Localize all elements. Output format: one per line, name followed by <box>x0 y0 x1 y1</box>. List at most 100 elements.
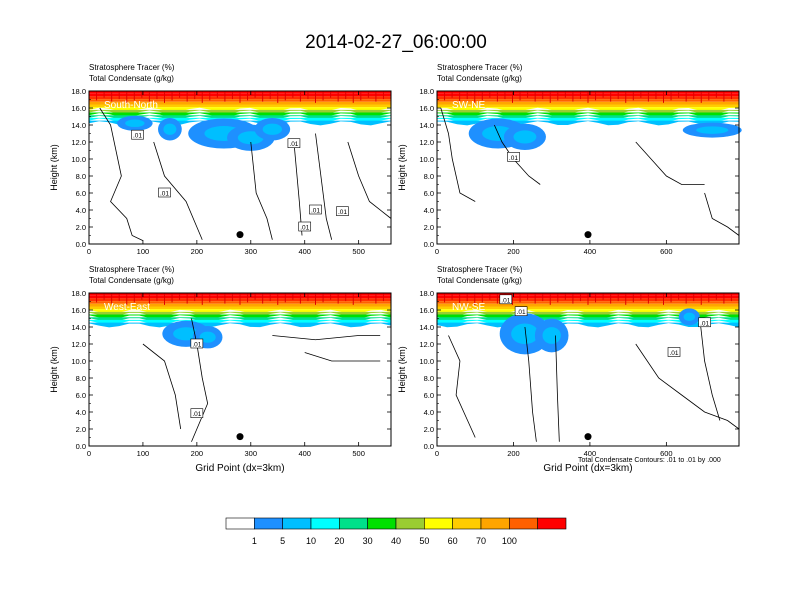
y-tick-label: 6.0 <box>76 189 86 198</box>
contour-label: .01 <box>669 350 678 357</box>
panel-title-line-1: Stratosphere Tracer (%) <box>437 265 523 274</box>
condensate-contour <box>440 107 476 202</box>
colorbar-segment <box>424 517 453 530</box>
colorbar-segment <box>452 517 482 530</box>
x-tick-label: 200 <box>191 247 204 256</box>
colorbar-label: 40 <box>391 536 401 546</box>
x-tick-label: 100 <box>137 247 150 256</box>
condensate-contour <box>315 133 333 240</box>
condensate-core <box>683 312 696 322</box>
colorbar-segment <box>254 517 283 530</box>
x-tick-label: 600 <box>660 449 673 458</box>
y-tick-label: 2.0 <box>424 425 434 434</box>
y-tick-label: 8.0 <box>424 172 434 181</box>
x-tick-label: 200 <box>191 449 204 458</box>
condensate-core <box>542 327 561 344</box>
condensate-core <box>173 327 200 341</box>
contour-label: .01 <box>338 209 347 216</box>
condensate-core <box>125 119 145 128</box>
colorbar-segment <box>480 517 510 530</box>
footer-note: Total Condensate Contours: .01 to .01 by… <box>578 457 721 464</box>
tracer-band <box>437 314 739 320</box>
y-axis-label: Height (km) <box>49 346 59 393</box>
y-tick-label: 0.0 <box>424 240 434 249</box>
location-marker <box>584 433 592 441</box>
tracer-band <box>89 322 391 328</box>
y-tick-label: 16.0 <box>419 104 434 113</box>
panel-title-line-2: Total Condensate (g/kg) <box>89 74 174 83</box>
y-tick-label: 12.0 <box>71 138 86 147</box>
colorbar-label: 20 <box>334 536 344 546</box>
contour-label-box <box>667 347 681 357</box>
y-tick-label: 12.0 <box>419 138 434 147</box>
y-tick-label: 6.0 <box>424 391 434 400</box>
contour-label: .01 <box>300 225 309 232</box>
y-tick-label: 18.0 <box>419 87 434 96</box>
condensate-core <box>696 126 729 134</box>
y-tick-label: 0.0 <box>76 240 86 249</box>
condensate-core <box>199 331 216 343</box>
contour-label-box <box>499 294 513 305</box>
panel-title-line-2: Total Condensate (g/kg) <box>89 276 174 285</box>
plot-area <box>437 91 739 244</box>
panel-name: South-North <box>104 100 158 111</box>
condensate-contour <box>347 141 392 219</box>
x-tick-label: 300 <box>245 247 258 256</box>
contour-label-box <box>287 138 301 148</box>
y-tick-label: 16.0 <box>71 306 86 315</box>
condensate-contour <box>704 192 740 236</box>
x-axis-label: Grid Point (dx=3km) <box>195 463 284 474</box>
colorbar-label: 10 <box>306 536 316 546</box>
contour-label: .01 <box>289 141 298 148</box>
contour-label: .01 <box>517 309 526 316</box>
contour-label: .01 <box>192 411 201 418</box>
colorbar-segment <box>395 517 425 530</box>
colorbar-label: 1 <box>252 536 257 546</box>
colorbar-label: 100 <box>502 536 517 546</box>
colorbar-segment <box>367 517 397 530</box>
main-title: 2014-02-27_06:00:00 <box>305 32 487 53</box>
contour-label: .01 <box>160 191 169 198</box>
contour-label: .01 <box>501 297 510 304</box>
panel-title-line-1: Stratosphere Tracer (%) <box>437 63 523 72</box>
y-tick-label: 8.0 <box>76 374 86 383</box>
panel-name: NW-SE <box>452 302 485 313</box>
tracer-band <box>89 104 391 108</box>
y-tick-label: 10.0 <box>419 357 434 366</box>
condensate-contour <box>153 141 203 240</box>
contour-label: .01 <box>311 208 320 215</box>
y-tick-label: 2.0 <box>424 223 434 232</box>
contour-label-box <box>158 187 171 198</box>
y-tick-label: 4.0 <box>76 206 86 215</box>
y-tick-label: 0.0 <box>424 442 434 451</box>
y-tick-label: 10.0 <box>419 155 434 164</box>
y-tick-label: 4.0 <box>424 206 434 215</box>
x-tick-label: 600 <box>660 247 673 256</box>
x-tick-label: 200 <box>507 449 520 458</box>
panel-west-east: .01 .01 0.0 2.0 4.0 6.0 8.0 10.0 12.0 14.0 16.0 18.… <box>49 265 392 474</box>
contour-label-box <box>698 317 711 328</box>
y-tick-label: 18.0 <box>71 87 86 96</box>
y-tick-label: 2.0 <box>76 223 86 232</box>
y-tick-label: 12.0 <box>419 340 434 349</box>
panel-title-line-2: Total Condensate (g/kg) <box>437 276 522 285</box>
y-tick-label: 16.0 <box>419 306 434 315</box>
contour-label-box <box>514 306 528 317</box>
y-axis-label: Height (km) <box>49 144 59 191</box>
x-axis-label: Grid Point (dx=3km) <box>543 463 632 474</box>
tracer-band <box>437 306 739 310</box>
condensate-contour <box>448 335 476 438</box>
y-tick-label: 4.0 <box>424 408 434 417</box>
contour-label-box <box>309 204 322 215</box>
panel-nw-se: .01 .01 .01 .01 0.0 2.0 4.0 6.0 8.0 10.0 12.0 14.0 1… <box>397 265 740 474</box>
colorbar-segment <box>509 517 538 530</box>
colorbar-label: 50 <box>419 536 429 546</box>
x-tick-label: 500 <box>352 247 365 256</box>
colorbar-segment <box>225 517 255 530</box>
tracer-band <box>437 309 739 314</box>
x-tick-label: 400 <box>298 449 311 458</box>
x-tick-label: 400 <box>584 449 597 458</box>
colorbar-segment <box>310 517 340 530</box>
y-tick-label: 10.0 <box>71 155 86 164</box>
